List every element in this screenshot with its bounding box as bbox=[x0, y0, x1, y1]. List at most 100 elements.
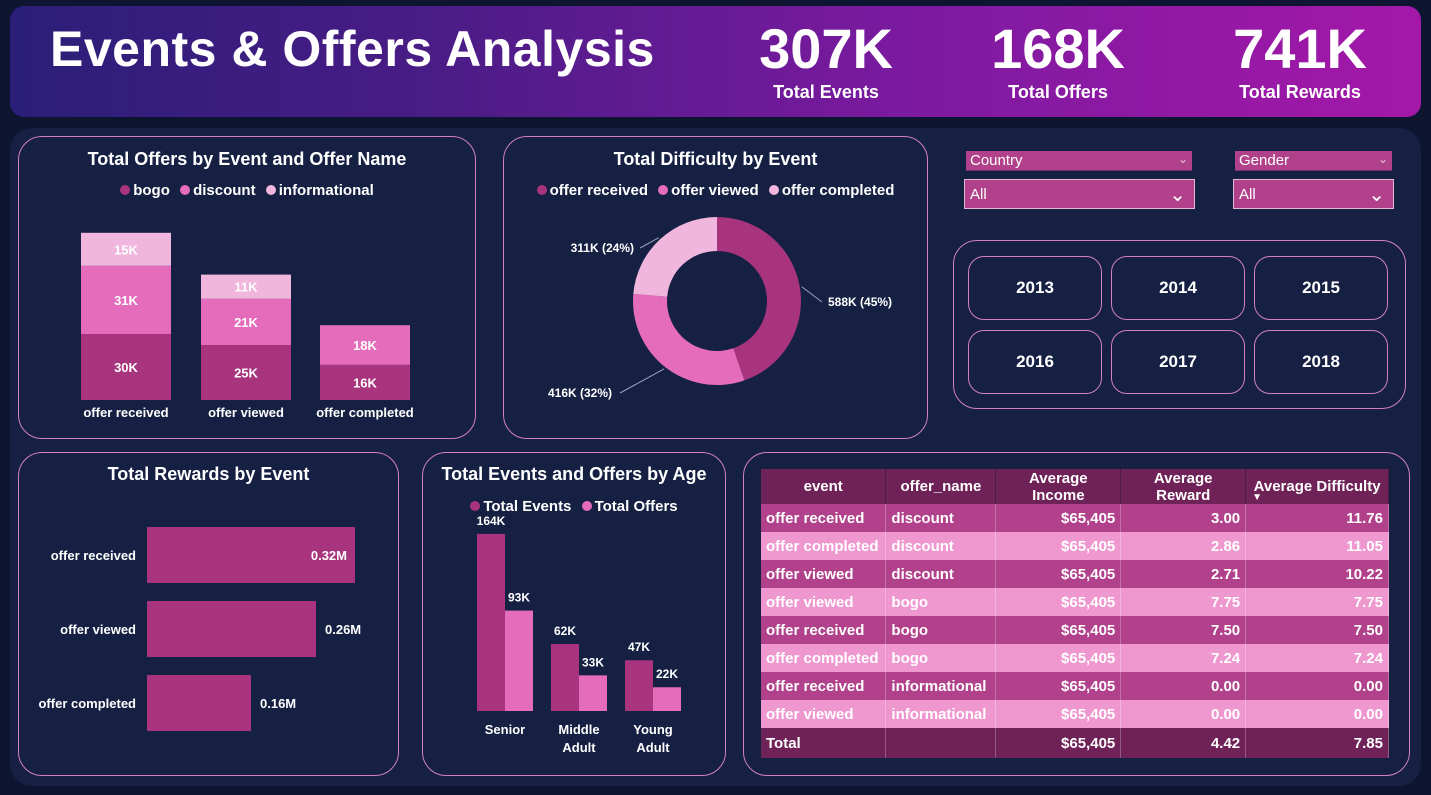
donut-slice-offer-viewed bbox=[633, 293, 745, 385]
legend-item[interactable]: offer viewed bbox=[658, 182, 759, 199]
sort-descending-icon: ▼ bbox=[1252, 492, 1263, 503]
table-cell: $65,405 bbox=[995, 532, 1122, 560]
country-slicer-header: Country ⌄ bbox=[966, 151, 1192, 171]
x-axis-label: offer received bbox=[83, 405, 168, 420]
table-row[interactable]: offer received bogo $65,405 7.50 7.50 bbox=[761, 616, 1389, 644]
gender-dropdown[interactable]: All ⌄ bbox=[1233, 179, 1394, 209]
legend-label: informational bbox=[278, 182, 374, 199]
difficulty-donut-chart: 588K (45%) 416K (32%) 311K (24%) bbox=[548, 217, 892, 400]
event-offer-table[interactable]: event offer_name Average Income Average … bbox=[761, 469, 1389, 758]
table-cell: 7.24 bbox=[1120, 644, 1247, 672]
table-header-row: event offer_name Average Income Average … bbox=[761, 469, 1389, 504]
x-axis-label: offer completed bbox=[316, 405, 414, 420]
column-header-average-income[interactable]: Average Income bbox=[995, 469, 1122, 504]
difficulty-by-event-card[interactable]: Total Difficulty by Event offer received… bbox=[503, 136, 928, 439]
year-button-2017[interactable]: 2017 bbox=[1111, 330, 1245, 394]
table-cell: 0.00 bbox=[1120, 672, 1247, 700]
chart-legend: bogo discount informational bbox=[19, 182, 475, 199]
table-cell: 2.86 bbox=[1120, 532, 1247, 560]
legend-item[interactable]: informational bbox=[265, 182, 374, 199]
table-row[interactable]: offer received discount $65,405 3.00 11.76 bbox=[761, 504, 1389, 532]
legend-item[interactable]: discount bbox=[180, 182, 256, 199]
legend-item[interactable]: bogo bbox=[120, 182, 170, 199]
table-cell: discount bbox=[885, 560, 997, 588]
y-axis-label: offer viewed bbox=[60, 622, 136, 637]
table-total-cell: Total bbox=[761, 728, 887, 758]
chevron-down-icon: ⌄ bbox=[1169, 184, 1186, 206]
column-header-average-reward[interactable]: Average Reward bbox=[1120, 469, 1247, 504]
table-row[interactable]: offer viewed informational $65,405 0.00 0.00 bbox=[761, 700, 1389, 728]
table-row[interactable]: offer viewed bogo $65,405 7.75 7.75 bbox=[761, 588, 1389, 616]
data-label: 11K bbox=[234, 280, 258, 295]
leader-line bbox=[801, 286, 823, 303]
table-row[interactable]: offer received informational $65,405 0.00 0.… bbox=[761, 672, 1389, 700]
table-row[interactable]: offer completed bogo $65,405 7.24 7.24 bbox=[761, 644, 1389, 672]
bar-segment-discount bbox=[201, 298, 291, 345]
bar-Total-Offers bbox=[505, 610, 533, 711]
gender-slicer-header: Gender ⌄ bbox=[1235, 151, 1392, 171]
table-row[interactable]: offer viewed discount $65,405 2.71 10.22 bbox=[761, 560, 1389, 588]
year-button-2014[interactable]: 2014 bbox=[1111, 256, 1245, 320]
kpi-label: Total Rewards bbox=[1239, 82, 1361, 102]
leader-line bbox=[639, 237, 660, 249]
offers-by-event-card[interactable]: Total Offers by Event and Offer Name bog… bbox=[18, 136, 476, 439]
year-button-2015[interactable]: 2015 bbox=[1254, 256, 1388, 320]
legend-dot-icon bbox=[658, 185, 669, 195]
bar-segment-discount bbox=[320, 325, 410, 365]
bar-Total-Events bbox=[625, 660, 653, 711]
data-label: 16K bbox=[353, 375, 377, 390]
table-cell: $65,405 bbox=[995, 672, 1122, 700]
table-total-row: Total $65,405 4.42 7.85 bbox=[761, 728, 1389, 758]
rewards-by-event-card[interactable]: Total Rewards by Event offer received 0.3… bbox=[18, 452, 399, 776]
bar-segment-informational bbox=[201, 274, 291, 299]
data-label: 18K bbox=[353, 338, 377, 353]
table-cell: offer received bbox=[761, 616, 887, 644]
chart-legend: offer received offer viewed offer comple… bbox=[504, 182, 927, 199]
table-cell: 0.00 bbox=[1245, 672, 1389, 700]
column-header-event[interactable]: event bbox=[761, 469, 887, 504]
year-button-2013[interactable]: 2013 bbox=[968, 256, 1102, 320]
x-axis-label: Senior bbox=[485, 722, 525, 737]
table-cell: offer received bbox=[761, 504, 887, 532]
bar-Total-Offers bbox=[653, 687, 681, 711]
table-cell: offer completed bbox=[761, 532, 887, 560]
legend-item[interactable]: offer completed bbox=[768, 182, 894, 199]
legend-item[interactable]: Total Offers bbox=[581, 498, 678, 515]
legend-item[interactable]: offer received bbox=[536, 182, 648, 199]
data-label: 30K bbox=[114, 360, 138, 375]
legend-label: Total Events bbox=[483, 498, 572, 515]
legend-label: bogo bbox=[133, 182, 170, 199]
data-label: 164K bbox=[477, 514, 506, 528]
table-cell: bogo bbox=[885, 588, 997, 616]
y-axis-label: offer completed bbox=[38, 696, 136, 711]
table-cell: 7.50 bbox=[1120, 616, 1247, 644]
year-button-2018[interactable]: 2018 bbox=[1254, 330, 1388, 394]
chart-title: Total Rewards by Event bbox=[107, 464, 310, 484]
data-label: 47K bbox=[628, 640, 650, 654]
column-header-offer-name[interactable]: offer_name bbox=[885, 469, 997, 504]
bar-segment-discount bbox=[81, 265, 171, 334]
country-slicer-label: Country bbox=[970, 152, 1023, 169]
data-label: 0.16M bbox=[260, 696, 296, 711]
chart-title: Total Events and Offers by Age bbox=[441, 464, 707, 484]
table-cell: discount bbox=[885, 504, 997, 532]
data-label: 0.32M bbox=[311, 548, 347, 563]
leader-line bbox=[619, 368, 665, 394]
column-header-label: Average Difficulty bbox=[1253, 478, 1381, 495]
chevron-down-icon: ⌄ bbox=[1177, 152, 1188, 166]
country-dropdown-value: All bbox=[970, 186, 987, 203]
table-cell: 0.00 bbox=[1245, 700, 1389, 728]
offers-stacked-bar-chart: 30K 31K 15K offer received 25K 21K 11K offer vi… bbox=[81, 232, 414, 420]
reward-bar bbox=[147, 527, 355, 583]
donut-slice-offer-received bbox=[717, 217, 801, 381]
column-header-average-difficulty[interactable]: Average Difficulty ▼ bbox=[1245, 469, 1389, 504]
kpi-value: 741K bbox=[1233, 17, 1367, 80]
events-offers-by-age-card[interactable]: Total Events and Offers by Age Total Eve… bbox=[422, 452, 726, 776]
table-row[interactable]: offer completed discount $65,405 2.86 11.05 bbox=[761, 532, 1389, 560]
legend-item[interactable]: Total Events bbox=[470, 498, 571, 515]
data-label: 0.26M bbox=[325, 622, 361, 637]
age-clustered-bar-chart: 164K 93K Senior 62K 33K Middle Adult 47K 22K Youn… bbox=[477, 514, 681, 755]
legend-dot-icon bbox=[180, 185, 191, 195]
year-button-2016[interactable]: 2016 bbox=[968, 330, 1102, 394]
country-dropdown[interactable]: All ⌄ bbox=[964, 179, 1195, 209]
